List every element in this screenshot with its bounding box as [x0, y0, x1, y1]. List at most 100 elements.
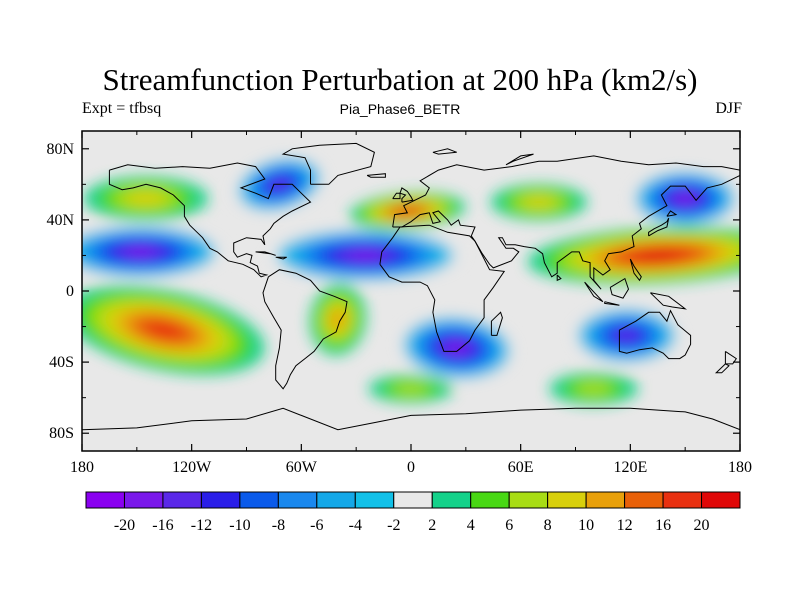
x-tick-label: 180: [70, 459, 94, 476]
colorbar-swatch: [354, 491, 395, 509]
case-label: Pia_Phase6_BETR: [339, 101, 461, 117]
coastline: [108, 162, 312, 278]
coastline: [618, 309, 692, 360]
coastline: [714, 363, 730, 374]
colorbar-label: 4: [467, 517, 475, 534]
colorbar-label: 12: [617, 517, 633, 534]
colorbar-label: -12: [191, 517, 212, 534]
coastline: [604, 301, 620, 306]
field-feature: [309, 283, 367, 356]
contour-level: [393, 382, 429, 395]
colorbar-swatch: [662, 491, 703, 509]
field-feature: [83, 176, 208, 221]
colorbar-swatch: [123, 491, 164, 509]
colorbar-label: 10: [578, 517, 594, 534]
x-tick-label: 0: [407, 459, 415, 476]
experiment-label: Expt = tfbsq: [82, 100, 162, 117]
coastline: [281, 142, 375, 185]
colorbar-swatch: [431, 491, 472, 509]
season-label: DJF: [715, 100, 742, 117]
colorbar-swatch: [508, 491, 549, 509]
coastline: [275, 256, 287, 260]
colorbar-swatch: [585, 491, 626, 509]
x-tick-label: 120E: [613, 459, 647, 476]
coastline: [584, 281, 604, 303]
contour-level: [616, 329, 638, 342]
coastline: [648, 217, 670, 237]
colorbar-swatch: [316, 491, 356, 509]
x-tick-label: 60W: [286, 459, 318, 476]
colorbar-swatch: [547, 491, 587, 509]
colorbar-label: -2: [387, 517, 400, 534]
coastline: [505, 153, 534, 166]
colorbar-label: -16: [152, 517, 173, 534]
field-feature: [349, 192, 466, 230]
colorbar-swatch: [162, 491, 202, 509]
colorbar-swatch: [277, 491, 318, 509]
contour-level: [126, 247, 155, 257]
coastline: [366, 173, 386, 178]
coastline: [490, 311, 503, 336]
field-feature: [369, 374, 453, 403]
coastline: [255, 251, 276, 256]
field-feature: [549, 372, 638, 405]
coastline: [629, 258, 642, 282]
coastline: [392, 192, 401, 200]
y-tick-label: 80S: [49, 425, 74, 442]
contour-level: [675, 193, 695, 204]
field-layer: [82, 154, 740, 405]
field-feature: [490, 184, 587, 221]
contour-level: [396, 207, 419, 215]
field-feature: [629, 168, 740, 229]
field-feature: [396, 313, 517, 383]
map-background: [82, 131, 740, 451]
colorbar-label: 16: [655, 517, 671, 534]
coastline: [609, 277, 630, 299]
field-feature: [82, 223, 226, 280]
coastline: [432, 148, 457, 155]
axes: 180 120W 60W 0 60E 120E 180 80N 40N 0 40S 80S: [46, 131, 752, 476]
colorbar-label: -4: [349, 517, 362, 534]
field-feature: [82, 285, 265, 375]
contour-level: [330, 310, 346, 329]
coastline: [82, 407, 740, 431]
contour-level: [446, 342, 467, 354]
colorbar-swatch: [200, 491, 241, 509]
coastline: [650, 292, 688, 310]
chart-title: Streamfunction Perturbation at 200 hPa (…: [102, 62, 698, 97]
colorbar-swatch: [85, 491, 125, 509]
coastline: [556, 274, 562, 282]
contour-level: [575, 382, 612, 396]
contour-level: [126, 191, 166, 206]
y-tick-label: 80N: [46, 141, 74, 158]
colorbar-label: -6: [310, 517, 323, 534]
contour-level: [523, 196, 555, 208]
colorbar-label: 8: [544, 517, 552, 534]
contour-level: [145, 321, 184, 339]
coastline: [666, 210, 678, 217]
x-tick-label: 60E: [508, 459, 534, 476]
field-feature: [265, 227, 466, 284]
colorbar-swatch: [393, 491, 433, 509]
coastline: [262, 269, 348, 390]
colorbar-swatch: [470, 491, 510, 509]
y-tick-label: 0: [66, 283, 74, 300]
x-tick-label: 120W: [172, 459, 212, 476]
contour-level: [348, 250, 383, 261]
contour-level: [636, 250, 680, 261]
colorbar-label: -20: [114, 517, 135, 534]
y-tick-label: 40N: [46, 212, 74, 229]
colorbar-swatch: [701, 491, 741, 509]
coastline: [399, 187, 414, 203]
coastlines: [82, 142, 740, 431]
colorbar-label: 20: [694, 517, 710, 534]
y-tick-label: 40S: [49, 354, 74, 371]
colorbar-label: -8: [272, 517, 285, 534]
colorbar-swatch: [239, 491, 279, 509]
coastline: [392, 155, 740, 290]
colorbar-label: 6: [505, 517, 513, 534]
colorbar-swatch: [624, 491, 664, 509]
coastline: [379, 224, 506, 352]
colorbar-label: -10: [229, 517, 250, 534]
